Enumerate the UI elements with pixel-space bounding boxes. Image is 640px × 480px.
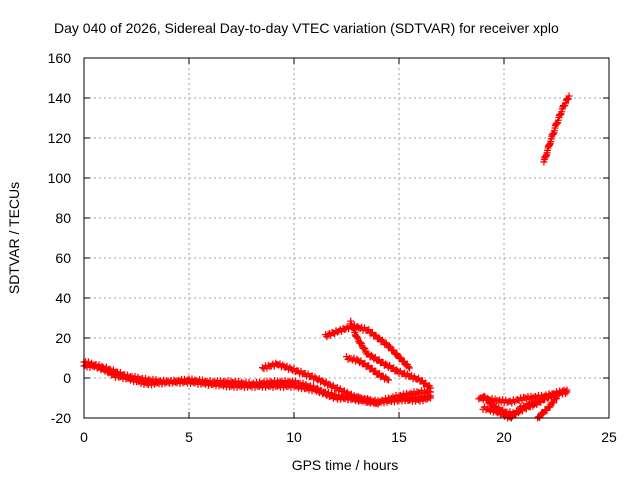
- data-point: [241, 380, 248, 388]
- data-point: [541, 392, 548, 400]
- x-tick-label: 5: [185, 429, 193, 445]
- grid-layer: [84, 58, 609, 418]
- series-track-4: [322, 321, 413, 372]
- y-tick-label: 160: [48, 50, 72, 66]
- data-point: [391, 395, 398, 403]
- plot-frame: [83, 57, 610, 419]
- y-tick-label: 100: [48, 170, 72, 186]
- data-point: [361, 345, 369, 353]
- data-layer: [80, 92, 573, 422]
- data-point: [268, 378, 275, 386]
- data-point: [375, 334, 383, 342]
- data-point: [341, 394, 349, 402]
- x-tick-label: 10: [286, 429, 302, 445]
- data-point: [365, 396, 373, 404]
- y-tick-label: 20: [55, 330, 71, 346]
- data-point: [125, 373, 133, 381]
- data-point: [353, 355, 361, 363]
- data-point: [212, 379, 220, 387]
- y-tick-label: 80: [55, 210, 71, 226]
- data-point: [424, 395, 431, 403]
- data-point: [367, 351, 375, 359]
- x-axis-label: GPS time / hours: [292, 457, 399, 473]
- data-point: [392, 366, 400, 374]
- data-point: [146, 376, 154, 384]
- data-point: [544, 393, 551, 401]
- data-point: [406, 364, 413, 372]
- data-point: [386, 342, 394, 350]
- data-point: [154, 378, 161, 386]
- data-point: [353, 333, 361, 341]
- x-tick-label: 20: [496, 429, 512, 445]
- data-point: [400, 357, 408, 365]
- y-tick-label: 120: [48, 130, 72, 146]
- data-point: [535, 413, 543, 421]
- data-point: [415, 396, 422, 404]
- data-point: [554, 390, 562, 398]
- data-point: [422, 389, 430, 397]
- data-point: [427, 394, 434, 402]
- data-point: [95, 361, 103, 369]
- series-track-5: [347, 317, 434, 392]
- series-track-10: [479, 398, 539, 422]
- tick-layer: [83, 57, 610, 419]
- data-point: [563, 386, 571, 394]
- data-point: [407, 389, 415, 397]
- x-tick-label: 0: [80, 429, 88, 445]
- data-point: [373, 399, 380, 407]
- data-point: [396, 353, 404, 361]
- y-tick-label: 40: [55, 290, 71, 306]
- data-point: [230, 379, 238, 387]
- y-tick-label: 60: [55, 250, 71, 266]
- data-point: [354, 334, 362, 342]
- y-tick-label: 140: [48, 90, 72, 106]
- data-point: [355, 393, 362, 401]
- data-point: [203, 377, 211, 385]
- data-point: [357, 339, 364, 347]
- data-point: [357, 340, 365, 348]
- y-axis-label: SDTVAR / TECUs: [6, 182, 22, 294]
- x-tick-label: 15: [391, 429, 407, 445]
- data-point: [85, 358, 92, 366]
- data-point: [372, 367, 380, 375]
- chart-title: Day 040 of 2026, Sidereal Day-to-day VTE…: [54, 20, 559, 36]
- series-track-6: [343, 353, 392, 384]
- data-point: [277, 378, 284, 386]
- series-track-3: [259, 359, 382, 408]
- data-point: [404, 363, 412, 371]
- data-point: [538, 409, 546, 417]
- data-point: [299, 379, 307, 387]
- data-point: [562, 388, 569, 396]
- data-point: [521, 394, 529, 402]
- data-point: [532, 398, 539, 406]
- series-track-12: [540, 92, 573, 166]
- data-point: [385, 376, 392, 384]
- data-point: [221, 378, 229, 386]
- data-point: [193, 377, 200, 385]
- series-track-9: [475, 386, 571, 407]
- data-point: [239, 379, 247, 387]
- data-point: [248, 380, 256, 388]
- data-point: [374, 400, 382, 408]
- data-point: [406, 396, 413, 404]
- data-point: [427, 384, 434, 392]
- data-point: [360, 344, 368, 352]
- data-point: [184, 376, 191, 384]
- data-point: [390, 346, 398, 354]
- y-tick-label: 0: [63, 370, 71, 386]
- data-point: [389, 393, 397, 401]
- data-point: [131, 372, 139, 380]
- series-track-7: [395, 393, 434, 405]
- data-point: [287, 378, 295, 386]
- series-track-11: [534, 394, 560, 422]
- data-point: [175, 377, 182, 385]
- y-tick-label: -20: [51, 410, 71, 426]
- data-point: [565, 92, 573, 100]
- x-tick-label: 25: [601, 429, 617, 445]
- data-point: [413, 388, 421, 396]
- tick-label-layer: 0 5 10 15 20 25 -20 0 20 40 60 80 100 120 140 160: [48, 50, 617, 445]
